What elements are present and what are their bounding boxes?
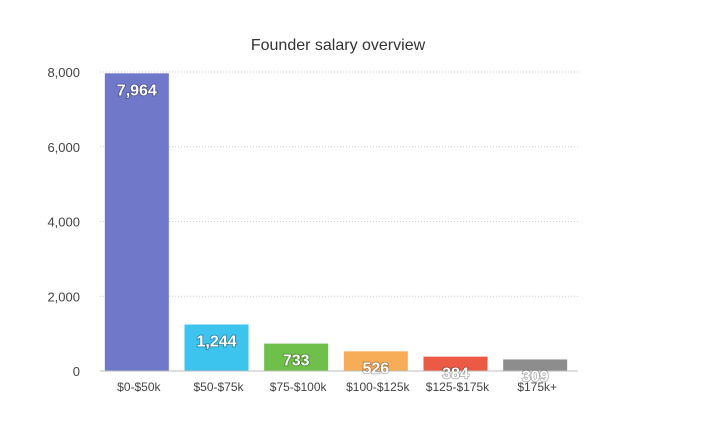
x-tick-label: $75-$100k xyxy=(270,380,328,394)
bar-value-label: 7,964 xyxy=(117,82,157,99)
y-tick-label: 4,000 xyxy=(47,215,80,230)
y-tick-label: 2,000 xyxy=(47,289,80,304)
y-tick-label: 6,000 xyxy=(47,140,80,155)
data-labels: 7,964 1,244 733 526 384 309 xyxy=(116,82,549,387)
bar-value-label: 1,244 xyxy=(196,334,236,351)
bar-3 xyxy=(264,343,329,371)
x-tick-label: $0-$50k xyxy=(117,380,161,394)
bar-2 xyxy=(184,324,249,371)
y-tick-label: 0 xyxy=(73,364,80,379)
bar-6 xyxy=(503,359,568,371)
y-axis-ticks: 0 2,000 4,000 6,000 8,000 xyxy=(47,65,80,379)
bar-value-label: 309 xyxy=(522,368,549,385)
y-tick-label: 8,000 xyxy=(47,65,80,80)
x-tick-label: $175k+ xyxy=(517,380,557,394)
bar-5 xyxy=(423,356,488,371)
bar-4 xyxy=(343,351,408,371)
x-tick-label: $50-$75k xyxy=(193,380,244,394)
bar-value-label: 384 xyxy=(442,366,469,383)
x-axis-ticks: $0-$50k $50-$75k $75-$100k $100-$125k $125-$… xyxy=(117,380,557,394)
bar-1 xyxy=(104,73,169,372)
chart-title: Founder salary overview xyxy=(251,37,426,54)
bar-value-label: 526 xyxy=(362,360,389,377)
bar-value-label: 733 xyxy=(283,353,310,370)
x-tick-label: $100-$125k xyxy=(346,380,410,394)
x-tick-label: $125-$175k xyxy=(426,380,490,394)
bars xyxy=(104,73,568,372)
gridlines xyxy=(100,71,578,297)
